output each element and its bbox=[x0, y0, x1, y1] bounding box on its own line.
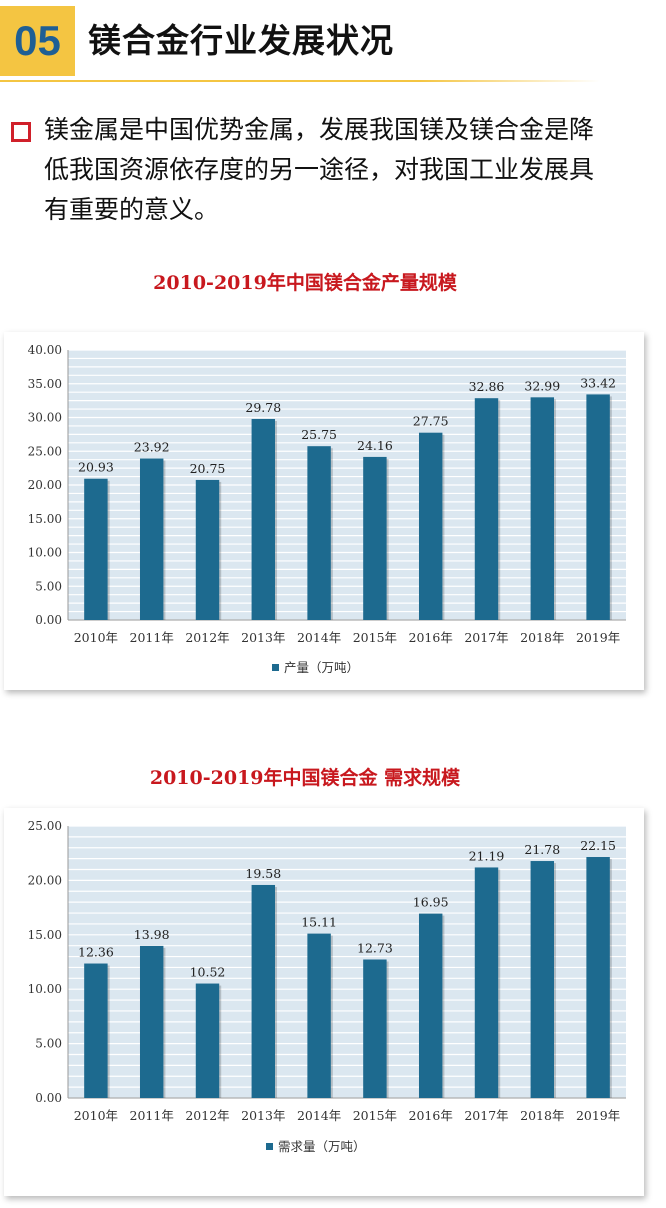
section-number-badge: 05 bbox=[0, 6, 75, 76]
x-tick-label: 2011年 bbox=[130, 1108, 174, 1123]
x-tick-label: 2013年 bbox=[241, 1108, 285, 1123]
data-label: 15.11 bbox=[301, 915, 337, 930]
data-label: 12.73 bbox=[357, 940, 393, 955]
bar bbox=[418, 913, 443, 1098]
y-tick-label: 15.00 bbox=[28, 928, 62, 942]
x-tick-label: 2017年 bbox=[464, 630, 508, 645]
y-tick-label: 10.00 bbox=[28, 546, 62, 560]
data-label: 24.16 bbox=[357, 438, 393, 453]
data-label: 10.52 bbox=[190, 965, 226, 980]
y-tick-label: 40.00 bbox=[28, 343, 62, 357]
y-tick-label: 15.00 bbox=[28, 512, 62, 526]
bar bbox=[474, 398, 499, 620]
y-tick-label: 25.00 bbox=[28, 444, 62, 458]
intro-paragraph: 镁金属是中国优势金属，发展我国镁及镁合金是降低我国资源依存度的另一途径，对我国工… bbox=[44, 115, 595, 224]
x-tick-label: 2017年 bbox=[464, 1108, 508, 1123]
y-tick-label: 0.00 bbox=[35, 1091, 62, 1105]
demand-bar-chart: 0.00 5.00 10.00 15.00 20.00 25.00 12.36 2010年 13… bbox=[28, 819, 626, 1154]
bar bbox=[195, 983, 220, 1098]
y-tick-label: 10.00 bbox=[28, 982, 62, 996]
bar bbox=[139, 945, 164, 1098]
bar bbox=[363, 456, 387, 620]
y-tick-label: 30.00 bbox=[28, 411, 62, 425]
chart-frame-production: 0.00 5.00 10.00 15.00 20.00 25.00 30.00 35.00 40… bbox=[4, 332, 644, 690]
data-label: 23.92 bbox=[134, 440, 170, 455]
x-tick-label: 2018年 bbox=[520, 1108, 564, 1123]
bullet-square-icon bbox=[11, 122, 31, 142]
x-tick-label: 2019年 bbox=[576, 630, 620, 645]
x-tick-label: 2013年 bbox=[241, 630, 285, 645]
data-label: 25.75 bbox=[301, 427, 337, 442]
data-label: 22.15 bbox=[580, 838, 616, 853]
data-label: 21.78 bbox=[524, 842, 560, 857]
bar bbox=[84, 963, 108, 1098]
chart-frame-demand: 0.00 5.00 10.00 15.00 20.00 25.00 12.36 2010年 13… bbox=[4, 808, 644, 1196]
y-tick-label: 25.00 bbox=[28, 819, 62, 833]
data-label: 12.36 bbox=[78, 945, 114, 960]
x-tick-label: 2014年 bbox=[297, 630, 341, 645]
y-tick-label: 20.00 bbox=[28, 478, 62, 492]
legend-swatch bbox=[272, 664, 279, 671]
data-label: 16.95 bbox=[413, 895, 449, 910]
data-label: 32.86 bbox=[469, 379, 505, 394]
x-tick-label: 2016年 bbox=[409, 630, 453, 645]
x-tick-label: 2010年 bbox=[74, 1108, 118, 1123]
section-header: 05 镁合金行业发展状况 bbox=[0, 0, 666, 82]
legend-label: 产量（万吨） bbox=[284, 660, 359, 675]
bar bbox=[139, 458, 164, 620]
bar bbox=[307, 446, 331, 620]
bar bbox=[251, 418, 276, 620]
legend-swatch bbox=[266, 1143, 273, 1150]
bar bbox=[586, 857, 610, 1098]
data-label: 29.78 bbox=[245, 400, 281, 415]
y-tick-label: 20.00 bbox=[28, 873, 62, 887]
bar bbox=[307, 933, 331, 1098]
x-tick-label: 2011年 bbox=[130, 630, 174, 645]
data-label: 21.19 bbox=[469, 848, 505, 863]
x-tick-label: 2012年 bbox=[185, 630, 229, 645]
x-tick-label: 2014年 bbox=[297, 1108, 341, 1123]
x-tick-label: 2018年 bbox=[520, 630, 564, 645]
x-tick-label: 2015年 bbox=[353, 630, 397, 645]
bar bbox=[195, 479, 220, 620]
data-label: 32.99 bbox=[524, 378, 560, 393]
bar bbox=[530, 397, 555, 620]
x-tick-label: 2019年 bbox=[576, 1108, 620, 1123]
bar bbox=[530, 861, 555, 1098]
bar bbox=[363, 959, 387, 1098]
section-title: 镁合金行业发展状况 bbox=[88, 21, 394, 60]
data-label: 19.58 bbox=[245, 866, 281, 881]
data-label: 13.98 bbox=[134, 927, 170, 942]
bar bbox=[474, 867, 499, 1098]
production-bar-chart: 0.00 5.00 10.00 15.00 20.00 25.00 30.00 35.00 40… bbox=[28, 343, 626, 675]
y-tick-label: 35.00 bbox=[28, 377, 62, 391]
bar bbox=[251, 884, 276, 1098]
data-label: 20.75 bbox=[190, 461, 226, 476]
bar bbox=[586, 394, 610, 620]
x-tick-label: 2012年 bbox=[185, 1108, 229, 1123]
data-label: 33.42 bbox=[580, 375, 616, 390]
header-divider bbox=[0, 80, 600, 82]
x-tick-label: 2015年 bbox=[353, 1108, 397, 1123]
y-tick-label: 5.00 bbox=[35, 579, 62, 593]
data-label: 27.75 bbox=[413, 414, 449, 429]
y-tick-label: 0.00 bbox=[35, 613, 62, 627]
x-tick-label: 2010年 bbox=[74, 630, 118, 645]
chart-title-demand: 2010-2019年中国镁合金 需求规模 bbox=[149, 767, 461, 789]
legend-label: 需求量（万吨） bbox=[278, 1139, 366, 1154]
chart-title-production: 2010-2019年中国镁合金产量规模 bbox=[153, 272, 457, 294]
bar bbox=[418, 432, 443, 620]
data-label: 20.93 bbox=[78, 460, 114, 475]
y-tick-label: 5.00 bbox=[35, 1037, 62, 1051]
bar bbox=[84, 478, 108, 620]
x-tick-label: 2016年 bbox=[409, 1108, 453, 1123]
